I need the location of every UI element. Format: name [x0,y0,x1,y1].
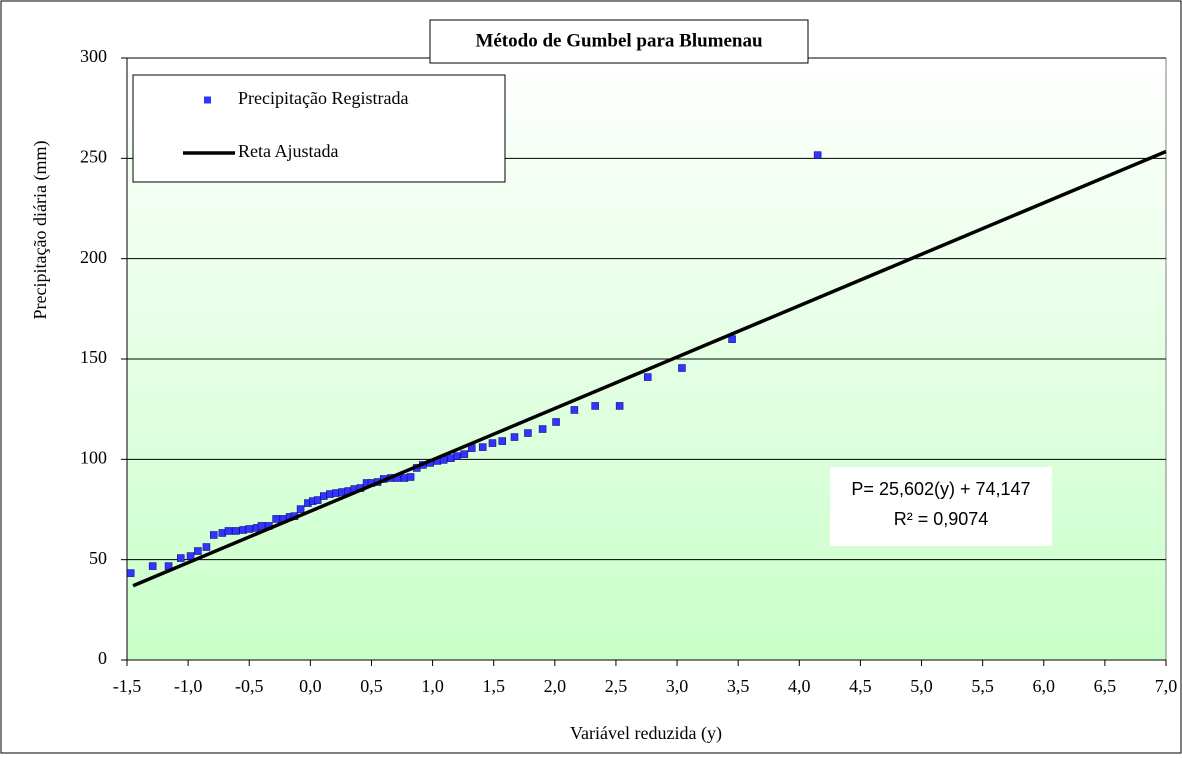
data-point [498,437,507,445]
data-point [148,562,157,570]
data-point [232,527,240,535]
data-point [245,525,253,533]
data-point [678,364,686,372]
data-point [524,429,532,437]
data-point [210,531,218,539]
data-point [406,473,415,481]
y-tick-label: 0 [98,648,107,668]
data-point [272,515,280,523]
x-tick-label: 0,0 [299,676,322,696]
x-tick-label: 5,0 [910,676,933,696]
data-point [224,527,233,535]
legend-marker [204,96,211,104]
y-tick-label: 250 [80,146,107,166]
legend-label: Reta Ajustada [238,141,338,161]
x-tick-label: 3,0 [666,676,689,696]
data-point [296,505,305,513]
x-tick-label: 2,0 [544,676,567,696]
data-point [591,402,599,410]
x-tick-label: 1,0 [421,676,444,696]
annotation-box [830,467,1052,546]
data-point [510,433,519,441]
x-tick-label: 2,5 [605,676,628,696]
x-tick-label: -0,5 [235,676,264,696]
legend [132,74,506,183]
x-tick-label: 6,5 [1094,676,1117,696]
y-tick-label: 50 [89,548,107,568]
x-tick-label: 5,5 [971,676,994,696]
x-tick-label: 0,5 [360,676,383,696]
annotation: R² = 0,9074 [894,509,989,529]
data-point [126,569,135,577]
data-point [257,522,266,530]
x-tick-label: 6,0 [1033,676,1056,696]
fit-line [132,149,1167,588]
y-tick-label: 100 [80,447,107,467]
annotation: P= 25,602(y) + 74,147 [851,479,1030,499]
data-point [313,496,322,504]
chart-title: Método de Gumbel para Blumenau [475,30,763,51]
data-point [488,439,497,447]
x-axis-label: Variável reduzida (y) [570,723,722,744]
data-point [552,418,560,426]
x-tick-label: 4,5 [849,676,872,696]
data-point [460,450,469,458]
title-box [429,19,809,64]
data-point [186,552,195,560]
data-point [813,151,822,159]
x-tick-label: -1,0 [174,676,203,696]
legend-label: Precipitação Registrada [238,88,408,108]
data-point [202,543,211,551]
x-tick-label: -1,5 [113,676,142,696]
y-tick-label: 300 [80,46,107,66]
y-tick-label: 200 [80,247,107,267]
data-point [478,443,487,451]
data-point [453,452,461,460]
data-point [643,373,652,381]
data-point [615,402,624,410]
x-tick-label: 1,5 [482,676,505,696]
x-tick-label: 4,0 [788,676,811,696]
data-point [570,406,579,414]
x-tick-label: 3,5 [727,676,750,696]
data-point [194,547,202,555]
y-axis-label: Precipitação diária (mm) [30,141,51,320]
data-point [177,554,185,562]
x-tick-label: 7,0 [1155,676,1178,696]
y-tick-label: 150 [80,347,107,367]
data-point [538,425,547,433]
